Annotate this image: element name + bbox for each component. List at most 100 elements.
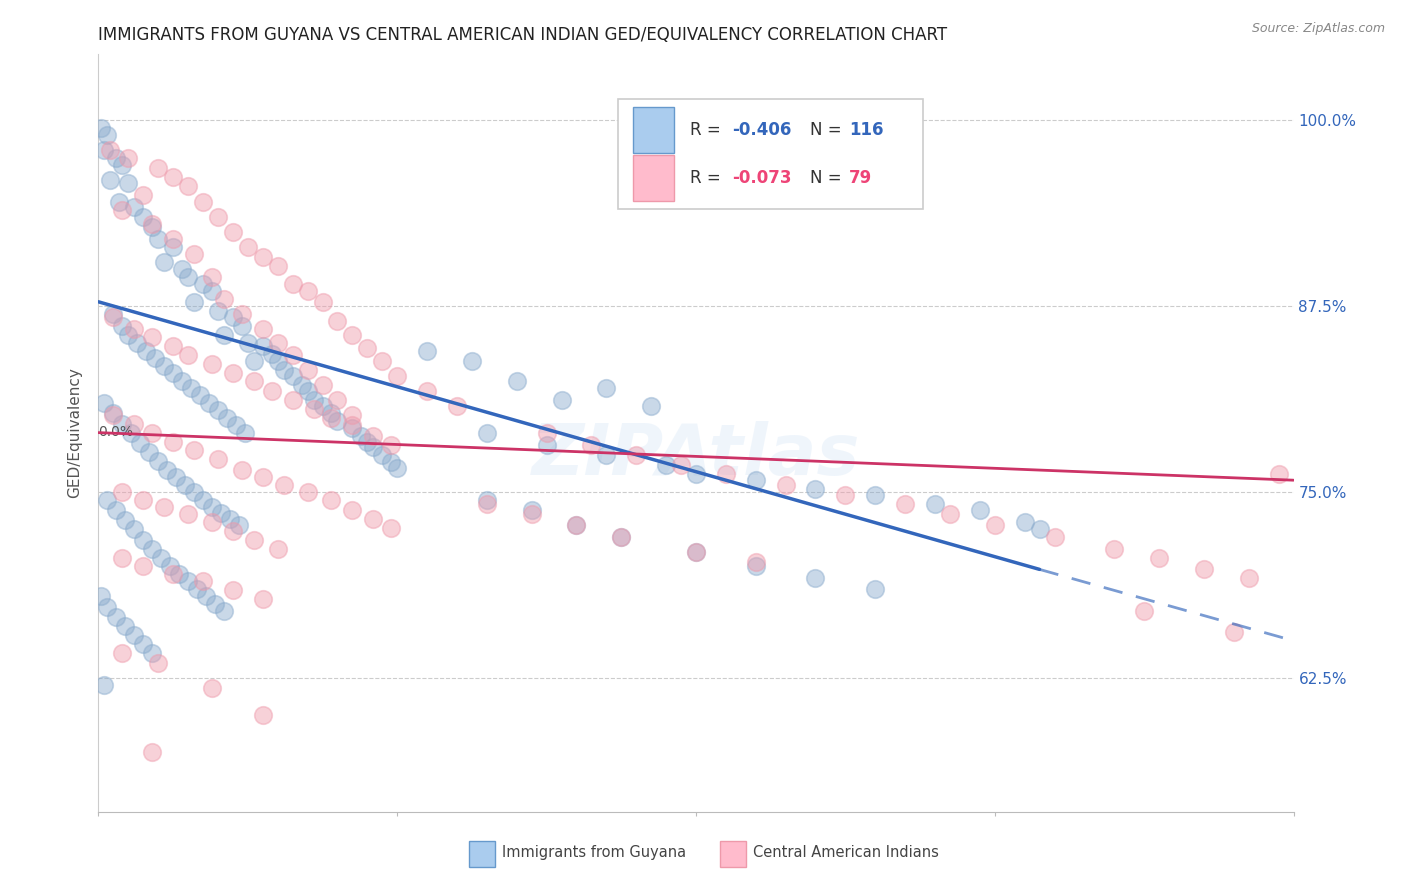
Point [281, 277, 304, 291]
Point [745, 473, 768, 487]
Point [153, 254, 176, 268]
Point [371, 354, 394, 368]
Point [103, 310, 125, 324]
Point [356, 341, 378, 355]
Point [1133, 604, 1156, 618]
Text: Source: ZipAtlas.com: Source: ZipAtlas.com [1251, 22, 1385, 36]
Point [252, 708, 274, 723]
Point [132, 559, 155, 574]
Point [1104, 541, 1126, 556]
Point [90, 120, 112, 135]
Point [342, 421, 364, 435]
Point [231, 318, 253, 333]
Point [669, 458, 692, 473]
Point [114, 619, 136, 633]
Point [326, 392, 349, 407]
Point [219, 512, 242, 526]
Point [416, 343, 439, 358]
Point [1237, 571, 1260, 585]
Point [96, 492, 118, 507]
Point [183, 485, 205, 500]
Text: R =: R = [690, 120, 725, 139]
Point [655, 458, 678, 473]
Point [143, 351, 166, 366]
Point [342, 408, 364, 422]
Point [177, 574, 200, 589]
Point [96, 128, 118, 143]
Point [105, 151, 128, 165]
FancyBboxPatch shape [633, 155, 675, 201]
Point [108, 195, 131, 210]
Point [565, 517, 588, 532]
Point [236, 336, 259, 351]
FancyBboxPatch shape [619, 99, 922, 209]
Point [311, 378, 333, 392]
Point [326, 314, 349, 328]
Point [124, 628, 146, 642]
Point [183, 294, 205, 309]
Point [201, 515, 224, 529]
Point [191, 195, 214, 210]
Point [475, 497, 498, 511]
Point [595, 448, 617, 462]
Point [520, 508, 543, 522]
Point [520, 503, 543, 517]
Point [228, 517, 250, 532]
Point [209, 506, 232, 520]
Point [1223, 624, 1246, 639]
Point [90, 589, 112, 603]
Point [252, 339, 274, 353]
Point [321, 406, 343, 420]
Point [141, 425, 163, 440]
Text: 116: 116 [849, 120, 883, 139]
Point [461, 354, 484, 368]
Point [201, 500, 224, 514]
Point [595, 381, 617, 395]
Point [188, 388, 211, 402]
Point [297, 285, 319, 299]
Point [363, 428, 385, 442]
Point [141, 745, 163, 759]
Point [252, 592, 274, 607]
Point [273, 363, 295, 377]
Point [174, 477, 197, 491]
Point [201, 269, 224, 284]
Point [191, 574, 214, 589]
FancyBboxPatch shape [720, 840, 747, 867]
Point [685, 544, 707, 558]
Point [385, 461, 409, 475]
Point [141, 646, 163, 660]
Point [302, 401, 325, 416]
Point [291, 378, 314, 392]
Point [834, 488, 856, 502]
Point [416, 384, 439, 398]
Point [243, 374, 266, 388]
Point [103, 408, 125, 422]
Point [111, 485, 134, 500]
Point [581, 437, 603, 451]
Point [506, 374, 529, 388]
Point [124, 321, 146, 335]
Point [267, 336, 290, 351]
Point [894, 497, 917, 511]
Text: 79: 79 [849, 169, 872, 187]
Point [207, 403, 229, 417]
Point [212, 604, 235, 618]
Point [204, 597, 226, 611]
Point [177, 348, 200, 362]
Point [148, 454, 170, 468]
Point [103, 406, 125, 420]
Point [111, 550, 134, 565]
Point [371, 448, 394, 462]
Point [222, 583, 245, 598]
Point [177, 178, 200, 193]
Point [162, 434, 184, 449]
Point [356, 434, 378, 449]
Point [610, 530, 633, 544]
Point [141, 218, 163, 232]
Point [162, 232, 184, 246]
Point [207, 210, 229, 224]
Point [939, 508, 962, 522]
Point [162, 169, 184, 184]
Point [156, 463, 179, 477]
